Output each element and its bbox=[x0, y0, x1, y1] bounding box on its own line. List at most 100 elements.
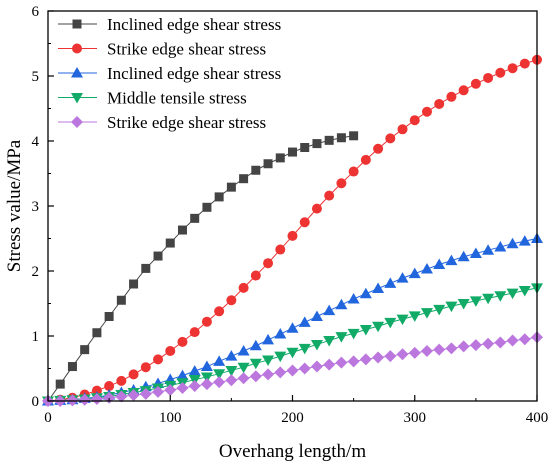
data-point bbox=[250, 270, 261, 281]
data-point bbox=[104, 312, 114, 321]
data-point bbox=[80, 345, 90, 355]
data-point bbox=[128, 369, 139, 380]
data-point bbox=[469, 339, 482, 352]
data-point bbox=[139, 387, 152, 400]
data-point bbox=[335, 356, 348, 369]
data-point bbox=[153, 354, 164, 365]
data-point bbox=[91, 385, 102, 396]
data-point bbox=[262, 355, 275, 367]
data-point bbox=[518, 333, 531, 346]
data-point bbox=[396, 272, 409, 283]
data-point bbox=[324, 190, 335, 201]
data-point bbox=[214, 192, 224, 202]
data-point bbox=[433, 258, 446, 269]
data-point bbox=[237, 344, 250, 356]
data-point bbox=[188, 365, 201, 376]
data-point bbox=[237, 362, 250, 374]
data-point bbox=[506, 237, 519, 249]
data-point bbox=[519, 58, 530, 69]
data-point bbox=[384, 317, 397, 329]
data-point bbox=[299, 217, 310, 228]
data-point bbox=[141, 263, 151, 273]
data-point bbox=[335, 298, 348, 310]
data-point bbox=[92, 328, 102, 338]
data-point bbox=[323, 358, 336, 371]
data-point bbox=[482, 244, 495, 255]
legend-label: Inclined edge shear stress bbox=[107, 64, 281, 83]
data-point bbox=[165, 238, 175, 248]
data-point bbox=[408, 311, 421, 322]
data-point bbox=[116, 375, 127, 386]
data-point bbox=[200, 378, 213, 391]
data-point bbox=[348, 166, 359, 177]
data-point bbox=[164, 383, 177, 396]
data-point bbox=[275, 153, 285, 163]
data-point bbox=[457, 250, 470, 262]
data-point bbox=[518, 286, 531, 297]
data-point bbox=[397, 124, 408, 135]
data-point bbox=[372, 321, 385, 333]
data-point bbox=[445, 301, 458, 313]
data-point bbox=[336, 133, 346, 143]
data-point bbox=[494, 336, 507, 349]
data-point bbox=[446, 91, 457, 102]
data-point bbox=[458, 85, 469, 96]
data-point bbox=[104, 381, 115, 392]
data-point bbox=[409, 115, 420, 126]
data-point bbox=[420, 344, 433, 357]
data-point bbox=[384, 350, 397, 363]
series-5 bbox=[42, 331, 543, 407]
data-point bbox=[420, 308, 433, 319]
data-point bbox=[176, 369, 189, 381]
data-point bbox=[360, 154, 371, 165]
data-point bbox=[445, 342, 458, 355]
data-point bbox=[213, 369, 226, 380]
data-point bbox=[262, 368, 275, 381]
legend: Inclined edge shear stress Strike edge sh… bbox=[58, 15, 281, 132]
data-point bbox=[408, 346, 421, 359]
data-point bbox=[225, 350, 238, 361]
data-point bbox=[347, 328, 360, 340]
legend-item: Strike edge shear stress bbox=[58, 40, 266, 59]
data-point bbox=[298, 362, 311, 375]
data-point bbox=[396, 348, 409, 361]
legend-marker bbox=[72, 43, 82, 54]
data-point bbox=[385, 133, 396, 144]
data-point bbox=[495, 67, 506, 78]
x-tick-label: 0 bbox=[44, 410, 52, 426]
data-point bbox=[384, 277, 397, 288]
data-point bbox=[347, 292, 360, 304]
data-point bbox=[115, 390, 128, 403]
data-point bbox=[287, 230, 298, 241]
data-point bbox=[323, 304, 336, 316]
data-point bbox=[190, 213, 200, 223]
data-point bbox=[201, 316, 212, 327]
data-point bbox=[78, 393, 91, 406]
data-point bbox=[274, 351, 287, 363]
data-point bbox=[323, 336, 336, 347]
series-line bbox=[47, 135, 354, 402]
data-point bbox=[434, 98, 445, 109]
data-point bbox=[225, 374, 238, 387]
series-4 bbox=[42, 283, 543, 407]
axis-ticks: 0 100 200 300 400 0 1 2 3 4 5 6 bbox=[32, 4, 549, 426]
data-point bbox=[226, 295, 237, 306]
y-tick-label: 1 bbox=[32, 329, 40, 345]
x-tick-label: 200 bbox=[281, 410, 304, 426]
data-point bbox=[176, 382, 189, 394]
data-point bbox=[336, 178, 347, 189]
data-point bbox=[372, 351, 385, 364]
data-point bbox=[189, 327, 200, 338]
legend-label: Inclined edge shear stress bbox=[107, 15, 281, 34]
data-point bbox=[373, 143, 384, 154]
data-point bbox=[433, 343, 446, 356]
data-point bbox=[457, 340, 470, 353]
data-point bbox=[129, 279, 139, 289]
legend-marker bbox=[72, 19, 82, 29]
data-point bbox=[482, 337, 495, 350]
data-point bbox=[372, 282, 385, 294]
x-axis-title: Overhang length/m bbox=[219, 441, 366, 462]
data-point bbox=[335, 332, 348, 343]
data-point bbox=[298, 316, 311, 327]
legend-marker bbox=[71, 67, 83, 78]
